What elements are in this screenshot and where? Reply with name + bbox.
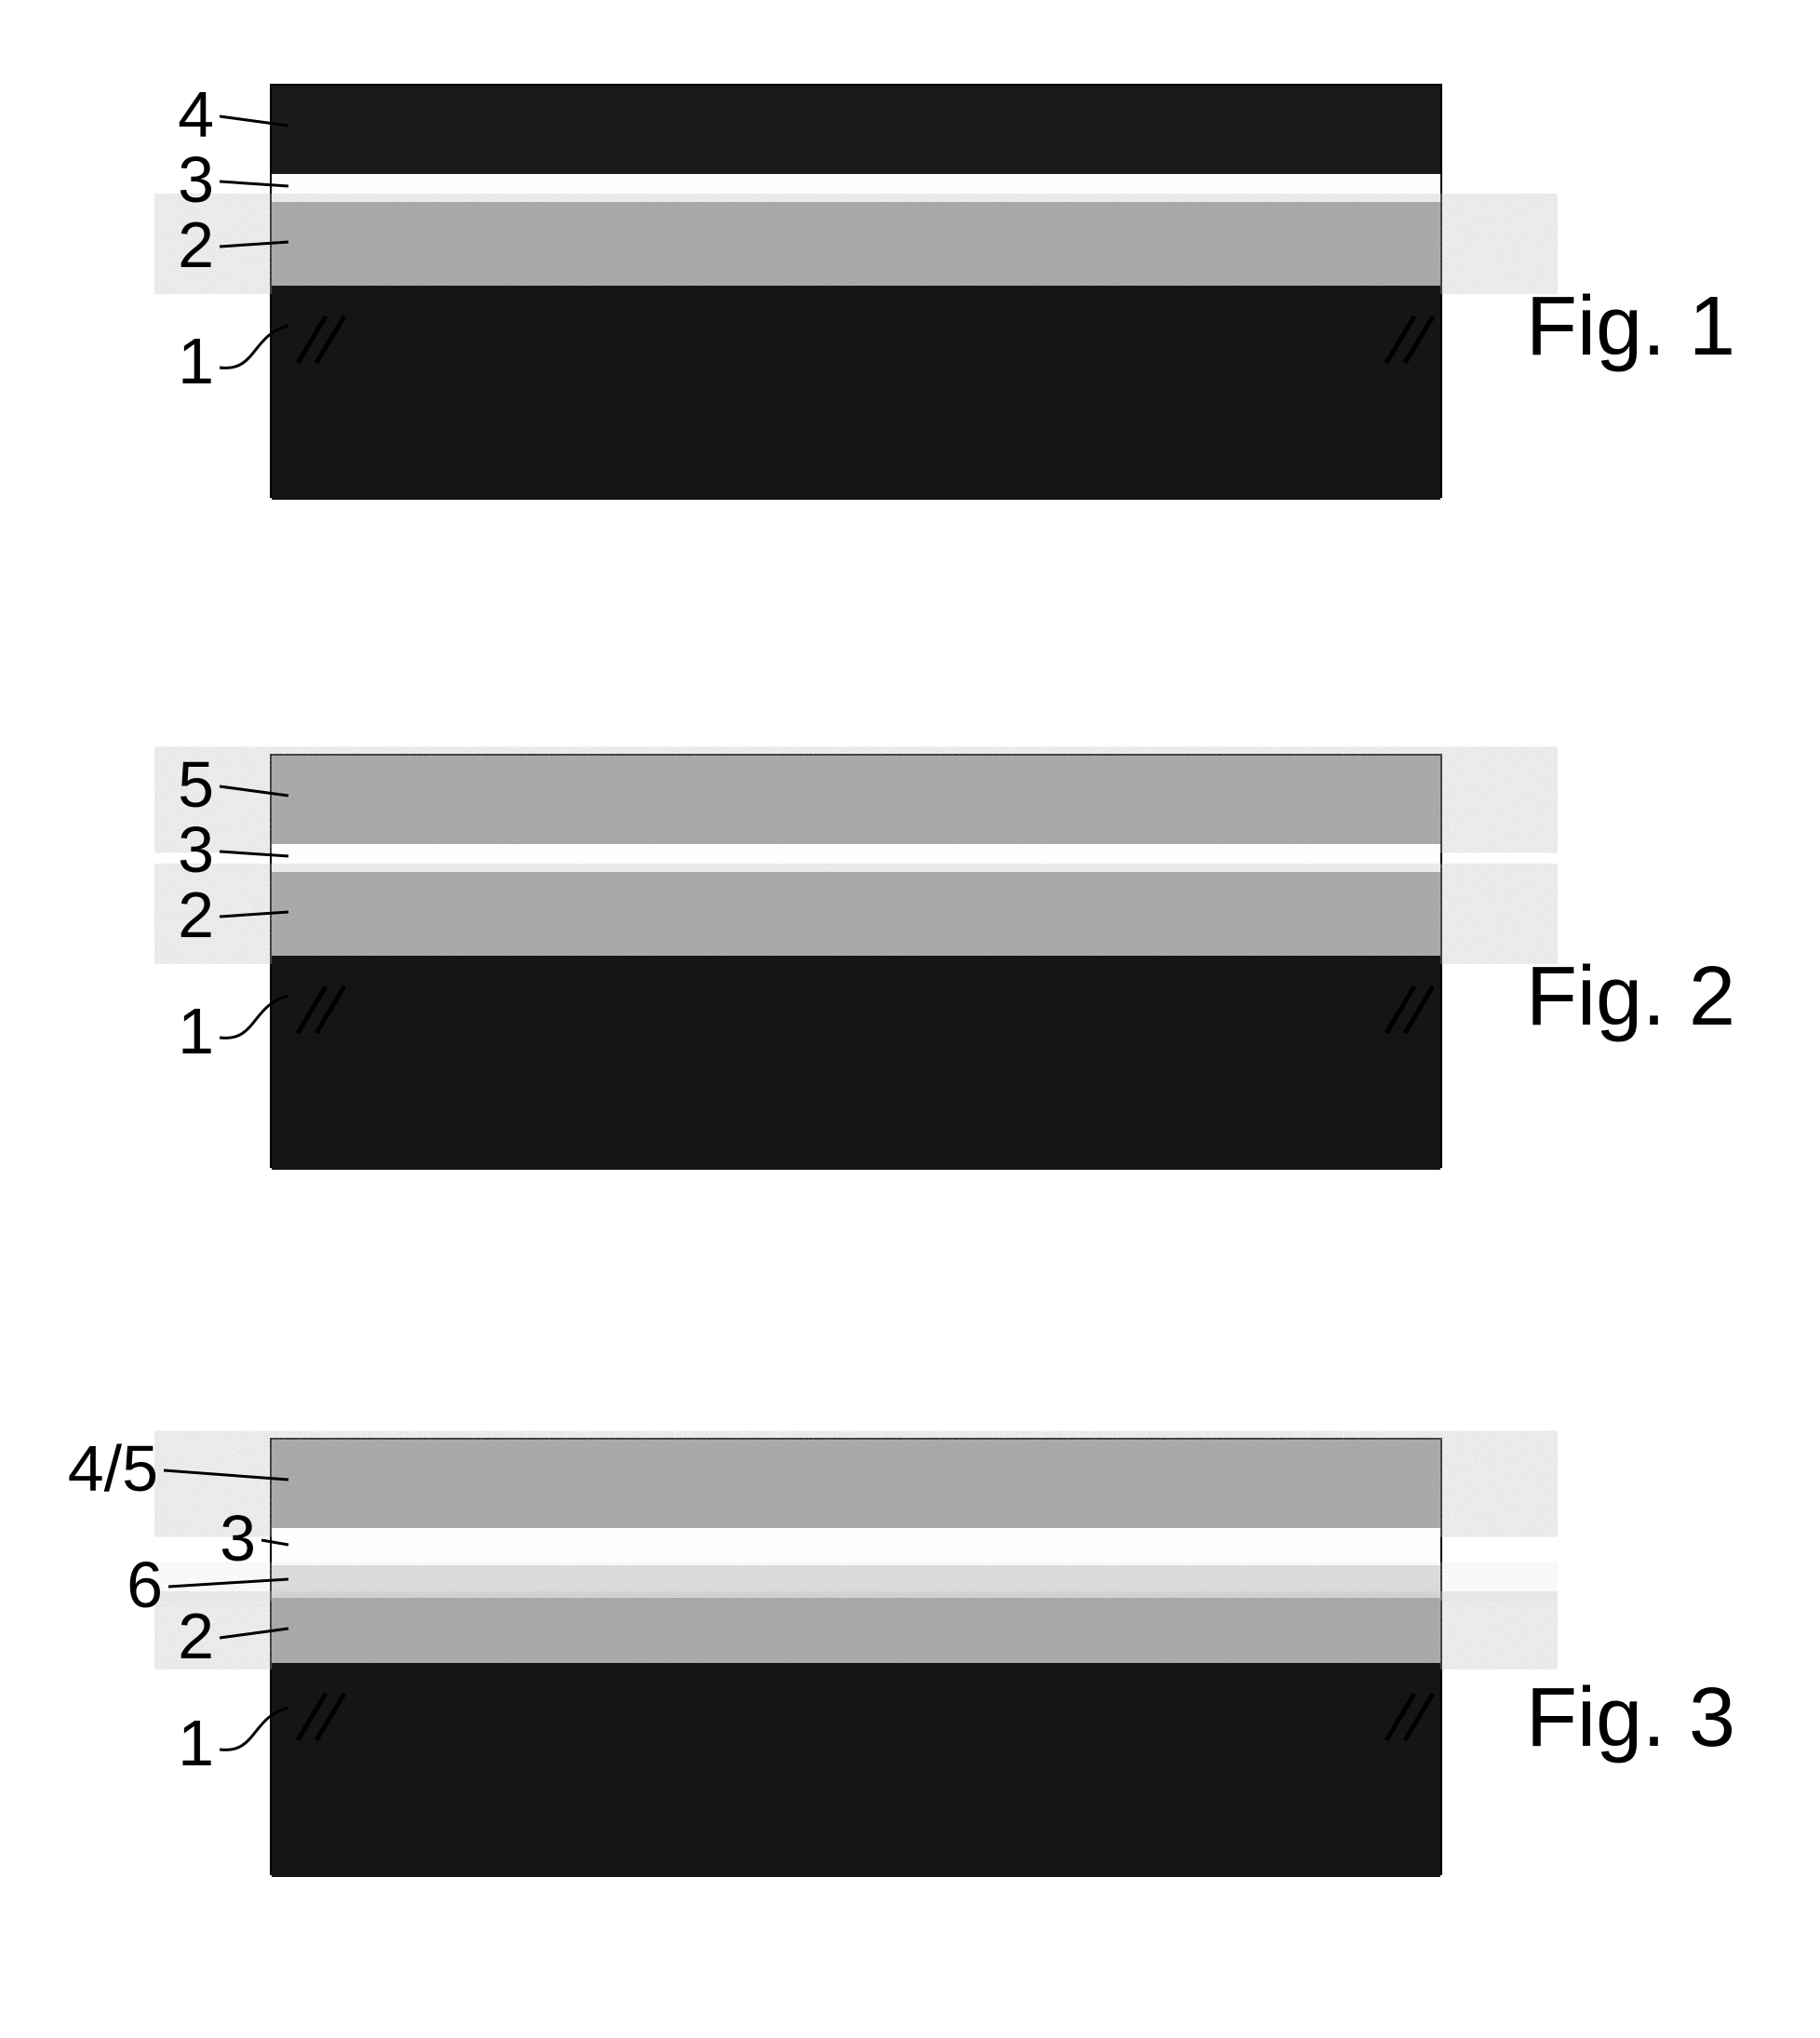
callout-6: 6 xyxy=(127,1548,163,1622)
leader-3 xyxy=(220,181,288,186)
callout-1: 1 xyxy=(178,1706,214,1780)
fig1-caption: Fig. 1 xyxy=(1526,279,1735,375)
callout-1: 1 xyxy=(178,324,214,398)
callout-2: 2 xyxy=(178,1599,214,1673)
leader-5 xyxy=(220,786,288,796)
leader-2 xyxy=(220,1629,288,1638)
callout-3: 3 xyxy=(178,812,214,887)
callout-2: 2 xyxy=(178,208,214,282)
leader-1 xyxy=(220,996,288,1038)
leader-1 xyxy=(220,1708,288,1750)
leader-3 xyxy=(261,1540,288,1545)
callout-2: 2 xyxy=(178,878,214,952)
fig2-caption: Fig. 2 xyxy=(1526,949,1735,1045)
leader-4-5 xyxy=(164,1470,288,1480)
leader-2 xyxy=(220,242,288,247)
callout-4-5: 4/5 xyxy=(68,1431,158,1506)
leader-1 xyxy=(220,326,288,368)
callout-3: 3 xyxy=(220,1501,256,1575)
callout-1: 1 xyxy=(178,994,214,1068)
leader-4 xyxy=(220,116,288,126)
fig3-caption: Fig. 3 xyxy=(1526,1670,1735,1766)
callout-4: 4 xyxy=(178,77,214,152)
leader-2 xyxy=(220,912,288,917)
leader-3 xyxy=(220,851,288,856)
leader-6 xyxy=(168,1579,288,1587)
callout-3: 3 xyxy=(178,142,214,217)
callout-5: 5 xyxy=(178,747,214,822)
